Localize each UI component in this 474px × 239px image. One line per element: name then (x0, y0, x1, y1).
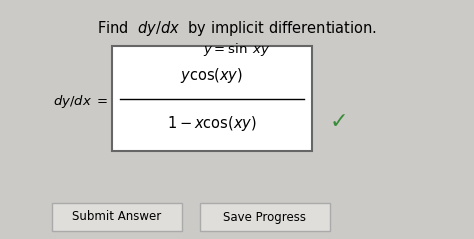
FancyBboxPatch shape (200, 203, 330, 231)
FancyBboxPatch shape (112, 46, 312, 151)
Text: ✓: ✓ (330, 112, 348, 132)
Text: Submit Answer: Submit Answer (73, 211, 162, 223)
Text: Save Progress: Save Progress (224, 211, 307, 223)
Text: Find  $\mathit{dy/dx}$  by implicit differentiation.: Find $\mathit{dy/dx}$ by implicit differ… (97, 19, 377, 38)
FancyBboxPatch shape (52, 203, 182, 231)
Text: $y = \sin\ xy$: $y = \sin\ xy$ (203, 41, 271, 58)
Text: $1 - x\cos(xy)$: $1 - x\cos(xy)$ (167, 114, 257, 133)
Text: $y\cos(xy)$: $y\cos(xy)$ (181, 66, 244, 85)
Text: $dy/dx\ =$: $dy/dx\ =$ (53, 92, 108, 109)
